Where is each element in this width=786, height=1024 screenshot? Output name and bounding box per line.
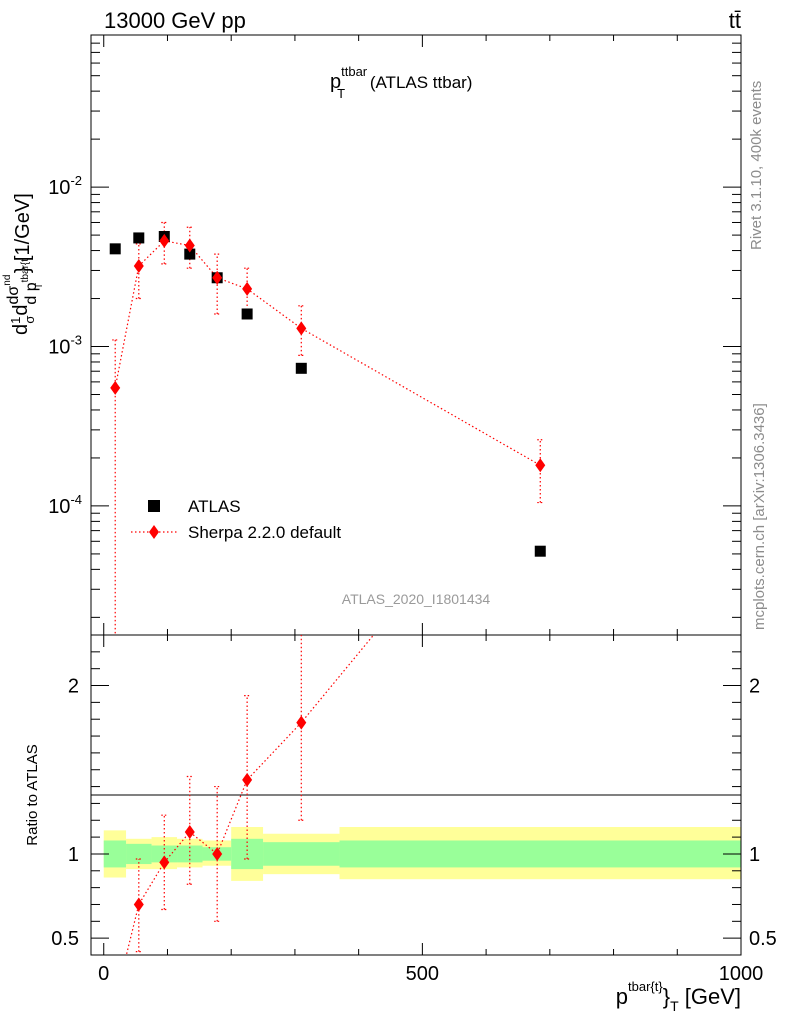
y-label-dp: d p bbox=[23, 282, 40, 304]
band-green-6 bbox=[263, 842, 340, 866]
y-label-frac-num: 1 bbox=[8, 317, 23, 324]
main-title-sub: T bbox=[337, 86, 345, 101]
y-label-tbar: tbar{t bbox=[20, 259, 31, 283]
y-tick-label-ratio-right: 2 bbox=[749, 676, 760, 698]
legend-sherpa-marker bbox=[149, 525, 159, 539]
sherpa-point bbox=[159, 233, 170, 248]
ratio-y-axis-label: Ratio to ATLAS bbox=[24, 744, 41, 845]
x-label-units: [GeV] bbox=[679, 984, 741, 1009]
y-tick-label-main: 10-3 bbox=[48, 333, 82, 359]
y-label-units: } [1/GeV] bbox=[12, 193, 34, 279]
sherpa-point bbox=[242, 281, 253, 296]
y-tick-label-ratio-right: 1 bbox=[749, 844, 760, 866]
atlas-point bbox=[109, 243, 121, 255]
sherpa-point bbox=[212, 270, 223, 285]
x-axis-label: ptbar{t}}T [GeV] bbox=[616, 979, 741, 1014]
ratio-data-layer bbox=[110, 426, 545, 1007]
atlas-point bbox=[241, 308, 253, 320]
sherpa-point bbox=[133, 258, 144, 273]
x-tick-label: 1000 bbox=[719, 963, 764, 985]
ratio-sherpa-point bbox=[184, 825, 195, 840]
x-tick-label: 0 bbox=[98, 963, 109, 985]
y-label-d: d bbox=[10, 304, 32, 315]
rivet-version-label: Rivet 3.1.10, 400k events bbox=[748, 81, 765, 250]
analysis-watermark: ATLAS_2020_I1801434 bbox=[342, 591, 491, 607]
sherpa-point bbox=[535, 458, 546, 473]
band-green-3 bbox=[177, 845, 203, 863]
main-y-axis-label: d1σddσndd ptbar{tT } [1/GeV] bbox=[2, 193, 45, 335]
atlas-point bbox=[534, 545, 546, 557]
y-label-T: T bbox=[34, 283, 45, 289]
legend-atlas-marker bbox=[148, 500, 160, 512]
band-green-2 bbox=[151, 845, 178, 863]
y-label-frac-den: σ bbox=[22, 316, 37, 324]
x-tick-label: 500 bbox=[406, 963, 439, 985]
y-label-nd: nd bbox=[2, 275, 13, 286]
axis-ticks bbox=[91, 34, 742, 955]
process-label: tt̄ bbox=[729, 8, 741, 33]
main-data-layer bbox=[109, 221, 546, 635]
band-green-0 bbox=[103, 840, 127, 868]
sherpa-point bbox=[184, 238, 195, 253]
ratio-sherpa-point bbox=[159, 855, 170, 870]
mcplots-reference-label: mcplots.cern.ch [arXiv:1306.3436] bbox=[751, 403, 768, 630]
y-tick-label-ratio-right: 0.5 bbox=[749, 928, 777, 950]
band-green-7 bbox=[339, 840, 741, 868]
ratio-sherpa-point bbox=[212, 846, 223, 861]
main-title-sup: ttbar bbox=[341, 64, 368, 79]
legend-atlas-label: ATLAS bbox=[188, 497, 241, 516]
energy-label: 13000 GeV pp bbox=[104, 8, 246, 33]
atlas-point bbox=[133, 232, 145, 244]
x-label-sub: T bbox=[670, 998, 679, 1014]
atlas-point bbox=[184, 248, 196, 260]
band-green-1 bbox=[126, 843, 152, 865]
axis-tick-labels: 0 500 1000 10-4 10-3 10-2 0.5 0.5 1 1 2 2 bbox=[48, 173, 777, 985]
ratio-sherpa-line bbox=[125, 635, 375, 955]
main-title-suffix: (ATLAS ttbar) bbox=[365, 73, 472, 92]
y-tick-label-ratio-left: 2 bbox=[68, 676, 79, 698]
x-label-sup: tbar{t} bbox=[628, 979, 663, 994]
main-frame bbox=[90, 34, 742, 636]
ratio-sherpa-point bbox=[535, 426, 545, 440]
main-y-label-text: d1σddσndd ptbar{tT } [1/GeV] bbox=[2, 193, 45, 335]
x-label-brace: } bbox=[663, 984, 670, 1009]
main-title: pttbar T (ATLAS ttbar) bbox=[330, 64, 472, 101]
ratio-sherpa-point bbox=[242, 772, 253, 787]
ratio-sherpa-point bbox=[133, 897, 144, 912]
sherpa-point bbox=[110, 380, 121, 395]
ratio-uncertainty-bands bbox=[103, 827, 741, 881]
ratio-sherpa-point bbox=[296, 715, 307, 730]
legend: ATLAS Sherpa 2.2.0 default bbox=[131, 497, 341, 542]
ratio-sherpa-point bbox=[110, 993, 120, 1007]
sherpa-line bbox=[114, 240, 541, 466]
y-tick-label-ratio-left: 1 bbox=[68, 844, 79, 866]
sherpa-point bbox=[296, 321, 307, 336]
y-label-dsigma: dσ bbox=[5, 286, 22, 305]
atlas-point bbox=[295, 362, 307, 374]
y-tick-label-main: 10-4 bbox=[48, 492, 82, 518]
y-tick-label-main: 10-2 bbox=[48, 173, 82, 199]
y-tick-label-ratio-left: 0.5 bbox=[51, 928, 79, 950]
legend-sherpa-label: Sherpa 2.2.0 default bbox=[188, 523, 341, 542]
